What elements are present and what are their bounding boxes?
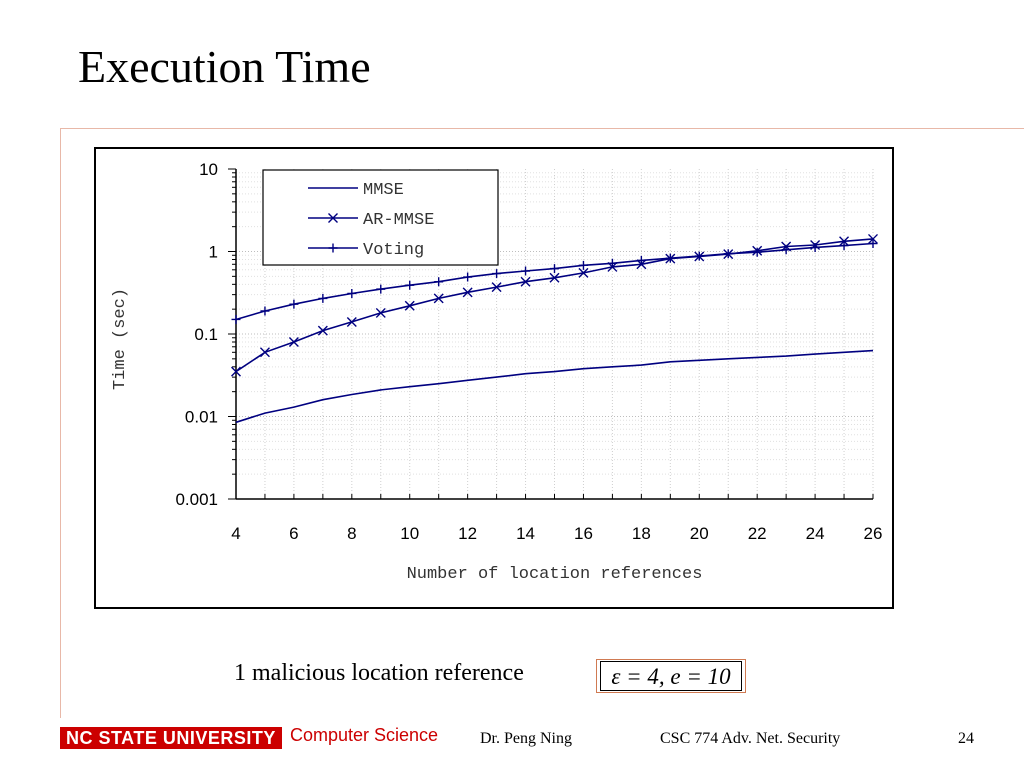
data-point-voting xyxy=(347,288,357,298)
legend-label-mmse: MMSE xyxy=(363,181,404,200)
data-point-voting xyxy=(810,242,820,252)
data-point-voting xyxy=(723,249,733,259)
legend-marker-voting xyxy=(328,243,338,253)
data-point-voting xyxy=(463,272,473,282)
data-point-voting xyxy=(607,258,617,268)
left-rule xyxy=(60,128,61,718)
data-point-ar-mmse xyxy=(491,282,502,293)
data-point-voting xyxy=(260,306,270,316)
data-point-ar-mmse xyxy=(259,347,270,358)
formula: ε = 4, e = 10 xyxy=(600,661,742,691)
x-tick-label: 10 xyxy=(400,524,419,543)
data-point-ar-mmse xyxy=(462,287,473,298)
x-tick-label: 12 xyxy=(458,524,477,543)
y-tick-label: 0.01 xyxy=(185,408,218,427)
data-point-voting xyxy=(492,269,502,279)
x-tick-label: 18 xyxy=(632,524,651,543)
university-logo: NC STATE UNIVERSITY xyxy=(60,727,282,749)
data-point-voting xyxy=(231,314,241,324)
data-point-ar-mmse xyxy=(346,316,357,327)
data-point-voting xyxy=(405,280,415,290)
data-point-voting xyxy=(868,239,878,249)
data-point-voting xyxy=(376,284,386,294)
caption: 1 malicious location reference xyxy=(234,660,524,686)
x-axis-label: Number of location references xyxy=(407,565,703,584)
y-tick-label: 0.1 xyxy=(194,325,218,344)
data-point-voting xyxy=(434,277,444,287)
formula-box: ε = 4, e = 10 xyxy=(596,659,746,693)
y-tick-label: 10 xyxy=(199,160,218,179)
y-axis-label: Time (sec) xyxy=(111,288,130,390)
x-tick-label: 26 xyxy=(864,524,883,543)
data-point-ar-mmse xyxy=(578,267,589,278)
legend-label-ar-mmse: AR-MMSE xyxy=(363,211,434,230)
y-tick-label: 1 xyxy=(209,243,218,262)
data-point-voting xyxy=(781,245,791,255)
legend-marker-ar-mmse xyxy=(328,213,338,223)
data-point-voting xyxy=(578,260,588,270)
slide-title: Execution Time xyxy=(78,41,371,92)
data-point-ar-mmse xyxy=(288,337,299,347)
legend-label-voting: Voting xyxy=(363,241,424,260)
data-point-voting xyxy=(752,247,762,257)
data-point-voting xyxy=(318,293,328,303)
data-point-ar-mmse xyxy=(433,293,444,304)
author-name: Dr. Peng Ning xyxy=(480,730,572,747)
title-rule xyxy=(60,128,1024,129)
data-point-voting xyxy=(665,253,675,263)
data-point-ar-mmse xyxy=(231,366,241,377)
x-tick-label: 4 xyxy=(231,524,240,543)
legend-box xyxy=(262,169,499,266)
x-tick-label: 14 xyxy=(516,524,535,543)
data-point-voting xyxy=(839,241,849,251)
execution-time-chart: 10 1 0.1 0.01 0.001 4 6 8 10 12 14 16 18 20 22 24 26 Numb… xyxy=(111,160,883,584)
data-point-ar-mmse xyxy=(404,300,415,311)
x-tick-label: 16 xyxy=(574,524,593,543)
data-point-voting xyxy=(550,264,559,274)
data-point-ar-mmse xyxy=(549,272,560,283)
data-point-ar-mmse xyxy=(317,325,328,336)
course-name: CSC 774 Adv. Net. Security xyxy=(660,730,841,747)
page-number: 24 xyxy=(958,730,974,747)
data-point-voting xyxy=(636,255,646,265)
department-name: Computer Science xyxy=(290,725,439,745)
data-point-ar-mmse xyxy=(868,233,878,244)
x-tick-label: 8 xyxy=(347,524,356,543)
data-point-voting xyxy=(289,299,299,309)
y-tick-label: 0.001 xyxy=(175,490,218,509)
x-tick-label: 22 xyxy=(748,524,767,543)
data-point-ar-mmse xyxy=(520,276,531,287)
data-point-voting xyxy=(694,251,704,261)
x-tick-label: 20 xyxy=(690,524,709,543)
data-point-ar-mmse xyxy=(375,307,386,318)
data-point-voting xyxy=(521,266,531,276)
x-tick-label: 6 xyxy=(289,524,298,543)
x-tick-label: 24 xyxy=(806,524,825,543)
series-line-mmse xyxy=(235,349,874,424)
chart-frame: 10 1 0.1 0.01 0.001 4 6 8 10 12 14 16 18 20 22 24 26 Numb… xyxy=(94,147,894,609)
